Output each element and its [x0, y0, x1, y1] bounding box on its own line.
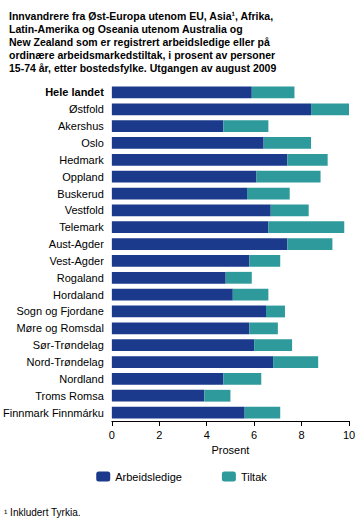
svg-text:New Zealand som er registrert: New Zealand som er registrert arbeidsled… [9, 36, 270, 48]
svg-text:Aust-Agder: Aust-Agder [49, 238, 104, 250]
svg-text:Oppland: Oppland [62, 171, 104, 183]
svg-text:Østfold: Østfold [69, 103, 104, 115]
svg-text:Hedmark: Hedmark [59, 154, 104, 166]
svg-text:Tiltak: Tiltak [241, 471, 267, 483]
svg-text:Finnmark Finnmárku: Finnmark Finnmárku [3, 407, 104, 419]
svg-text:Innvandrere fra Øst-Europa ute: Innvandrere fra Øst-Europa utenom EU, As… [9, 10, 273, 22]
svg-text:¹ Inkludert Tyrkia.: ¹ Inkludert Tyrkia. [4, 507, 81, 518]
svg-text:10: 10 [343, 429, 355, 441]
svg-text:2: 2 [156, 429, 162, 441]
svg-text:Hele landet: Hele landet [45, 86, 104, 98]
svg-text:Arbeidsledige: Arbeidsledige [115, 471, 182, 483]
svg-text:Oslo: Oslo [81, 137, 104, 149]
svg-text:Nordland: Nordland [59, 373, 104, 385]
svg-text:Sogn og Fjordane: Sogn og Fjordane [16, 305, 103, 317]
svg-text:Nord-Trøndelag: Nord-Trøndelag [27, 356, 104, 368]
svg-text:ordinære arbeidsmarkedstiltak,: ordinære arbeidsmarkedstiltak, i prosent… [9, 49, 275, 61]
svg-text:Buskerud: Buskerud [57, 188, 103, 200]
svg-text:6: 6 [251, 429, 257, 441]
svg-text:0: 0 [109, 429, 115, 441]
svg-text:Hordaland: Hordaland [53, 289, 104, 301]
svg-text:Møre og Romsdal: Møre og Romsdal [16, 322, 103, 334]
svg-text:Sør-Trøndelag: Sør-Trøndelag [33, 339, 104, 351]
svg-text:8: 8 [299, 429, 305, 441]
svg-text:Latin-Amerika og Oseania uteno: Latin-Amerika og Oseania utenom Australi… [9, 23, 243, 35]
svg-text:Prosent: Prosent [211, 444, 249, 456]
svg-text:15-74 år, etter bostedsfylke.: 15-74 år, etter bostedsfylke. Utgangen a… [9, 62, 276, 74]
svg-text:Vestfold: Vestfold [65, 204, 104, 216]
svg-text:Akershus: Akershus [58, 120, 104, 132]
svg-text:Telemark: Telemark [59, 221, 104, 233]
svg-text:Rogaland: Rogaland [57, 272, 104, 284]
svg-text:Troms Romsa: Troms Romsa [35, 390, 105, 402]
svg-text:4: 4 [204, 429, 210, 441]
svg-text:Vest-Agder: Vest-Agder [49, 255, 104, 267]
